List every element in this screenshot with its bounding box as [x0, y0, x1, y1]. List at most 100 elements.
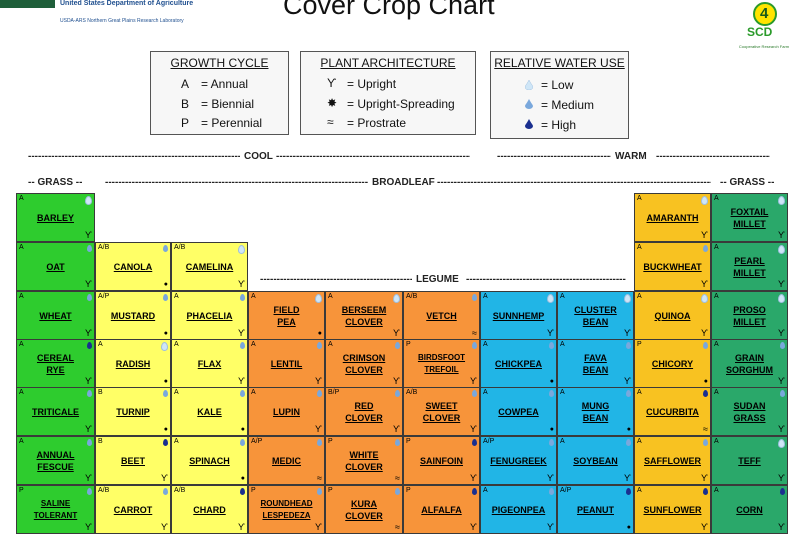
water-drop-low-icon	[701, 294, 708, 303]
crop-name: SALINE TOLERANT	[33, 498, 78, 520]
upright-icon: ϒ	[238, 376, 245, 386]
upright-icon: ϒ	[238, 328, 245, 338]
water-drop-medium-icon	[472, 342, 477, 349]
water-drop-medium-icon	[317, 390, 322, 397]
growth-cycle-code: A/P	[98, 293, 110, 300]
crop-cell: P WHITE CLOVER ≈	[325, 436, 403, 485]
crop-cell: A/B CANOLA ●	[95, 242, 171, 291]
growth-cycle-code: A	[560, 438, 565, 445]
upright-icon: ϒ	[315, 522, 322, 532]
water-drop-medium-icon	[626, 439, 631, 446]
water-drop-medium-icon	[240, 390, 245, 397]
broadleaf-label: BROADLEAF	[372, 177, 435, 188]
crop-cell: A SUNFLOWER ϒ	[634, 485, 711, 534]
crop-name: SWEET CLOVER	[422, 400, 461, 423]
crop-cell: A CEREAL RYE ϒ	[16, 339, 95, 388]
growth-cycle-code: A/B	[174, 487, 186, 494]
growth-cycle-code: A	[174, 341, 179, 348]
growth-cycle-code: P	[328, 438, 333, 445]
upright-icon: ϒ	[393, 424, 400, 434]
growth-cycle-code: A	[174, 438, 179, 445]
crop-cell: A CUCURBITA ≈	[634, 387, 711, 436]
growth-cycle-code: P	[406, 487, 411, 494]
growth-cycle-code: A/B	[98, 487, 110, 494]
agency-name: United States Department of Agriculture	[60, 0, 194, 7]
water-drop-medium-icon	[317, 439, 322, 446]
growth-cycle-code: P	[328, 487, 333, 494]
crop-name: KALE	[197, 406, 222, 417]
crop-name: BIRDSFOOT TREFOIL	[417, 352, 466, 374]
water-drop-high-icon	[87, 342, 92, 349]
growth-cycle-code: A	[19, 389, 24, 396]
crop-cell: A QUINOA ϒ	[634, 291, 711, 340]
crop-name: PHACELIA	[186, 310, 233, 321]
crop-cell: A CLUSTER BEAN ϒ	[557, 291, 634, 340]
spreading-icon: ●	[240, 475, 245, 482]
growth-cycle-code: P	[19, 487, 24, 494]
usda-logo-bar	[0, 0, 55, 8]
spreading-icon: ●	[163, 426, 168, 433]
growth-cycle-code: A	[714, 293, 719, 300]
growth-cycle-code: B	[98, 438, 103, 445]
water-drop-medium-icon	[472, 390, 477, 397]
crop-cell: A LUPIN ϒ	[248, 387, 325, 436]
water-drop-medium-icon	[472, 294, 477, 301]
crop-name: TEFF	[738, 455, 761, 466]
crop-name: BUCKWHEAT	[643, 261, 702, 272]
crop-name: MUSTARD	[110, 310, 156, 321]
broadleaf-line-right: ----------------------------------------…	[437, 177, 711, 188]
growth-cycle-code: A	[714, 487, 719, 494]
legend-label: = Upright-Spreading	[347, 97, 455, 111]
upright-icon: ϒ	[778, 473, 785, 483]
crop-name: SUDAN GRASS	[733, 400, 766, 423]
crop-name: BEET	[120, 455, 145, 466]
water-drop-high-icon	[163, 439, 168, 446]
growth-cycle-code: A	[251, 341, 256, 348]
crop-name: KURA CLOVER	[345, 498, 383, 521]
growth-cycle-code: A	[637, 438, 642, 445]
crop-cell: A SPINACH ●	[171, 436, 248, 485]
upright-icon: ϒ	[238, 522, 245, 532]
upright-icon: ϒ	[701, 328, 708, 338]
crop-cell: A FLAX ϒ	[171, 339, 248, 388]
spreading-icon: ●	[626, 426, 631, 433]
water-drop-medium-icon	[87, 439, 92, 446]
crop-name: CARROT	[113, 504, 153, 515]
crop-cell: A BUCKWHEAT ϒ	[634, 242, 711, 291]
upright-icon: ϒ	[238, 279, 245, 289]
water-drop-high-icon	[780, 488, 785, 495]
warm-line-left: ----------------------------------------…	[497, 151, 611, 162]
growth-cycle-code: A	[19, 195, 24, 202]
cool-line-left: ----------------------------------------…	[28, 151, 240, 162]
legume-line-right: ----------------------------------------…	[466, 274, 626, 285]
crop-name: OAT	[46, 261, 65, 272]
prostrate-icon: ≈	[395, 473, 400, 483]
legend-label: = Biennial	[201, 97, 255, 111]
growth-cycle-code: A	[637, 293, 642, 300]
legend-key: A	[181, 77, 190, 91]
water-drop-medium-icon	[317, 488, 322, 495]
crop-cell: A TRITICALE ϒ	[16, 387, 95, 436]
crop-name: MUNG BEAN	[581, 400, 610, 423]
crop-cell: A/B SWEET CLOVER ϒ	[403, 387, 480, 436]
crop-cell: A/B VETCH ≈	[403, 291, 480, 340]
spreading-icon: ●	[240, 426, 245, 433]
crop-name: CANOLA	[113, 261, 153, 272]
upright-icon: ϒ	[547, 328, 554, 338]
crop-name: CEREAL RYE	[36, 352, 74, 375]
upright-icon: ϒ	[85, 230, 92, 240]
upright-icon: ϒ	[778, 376, 785, 386]
crop-name: TRITICALE	[32, 406, 79, 417]
crop-name: CORN	[736, 504, 763, 515]
growth-cycle-code: A	[328, 293, 333, 300]
legend-label: = Upright	[347, 77, 397, 91]
water-drop-medium-icon	[626, 342, 631, 349]
growth-cycle-code: A	[714, 438, 719, 445]
crop-cell: A LENTIL ϒ	[248, 339, 325, 388]
crop-cell: A RADISH ●	[95, 339, 171, 388]
upright-icon: ϒ	[778, 424, 785, 434]
crop-name: ANNUAL FESCUE	[36, 449, 75, 472]
upright-icon: ϒ	[85, 279, 92, 289]
water-drop-high-icon	[240, 488, 245, 495]
